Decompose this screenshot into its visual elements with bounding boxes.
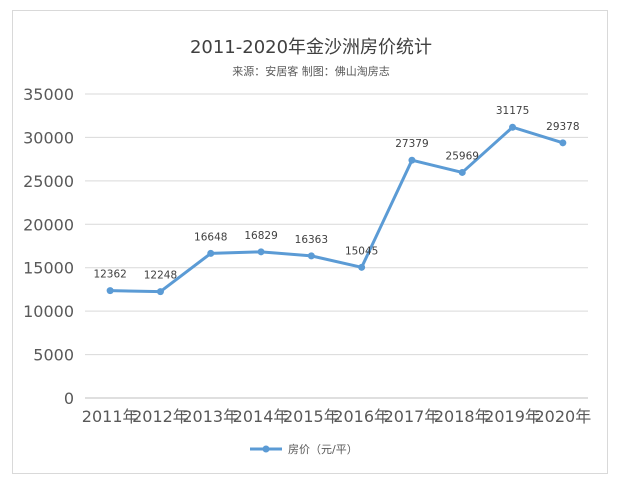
chart-subtitle: 来源：安居客 制图：佛山淘房志 [232,65,390,78]
data-label: 31175 [496,105,529,117]
x-tick-label: 2019年 [484,407,541,426]
data-point [156,288,164,296]
data-label: 25969 [446,150,479,162]
series-line [108,125,565,294]
data-point [358,263,366,271]
data-label: 27379 [395,138,428,150]
data-point [106,287,114,295]
data-point [408,156,416,164]
y-tick-label: 25000 [23,172,74,191]
chart-frame: 2011-2020年金沙洲房价统计 来源：安居客 制图：佛山淘房志 [12,10,608,474]
y-tick-label: 20000 [23,215,74,234]
x-tick-label: 2012年 [132,407,189,426]
data-point [509,123,517,131]
data-label: 12362 [93,269,126,281]
data-label: 12248 [144,270,177,282]
legend-label: 房价（元/平） [288,443,358,456]
y-tick-label: 10000 [23,302,74,321]
data-label: 16829 [244,230,277,242]
data-point [559,139,567,147]
data-point [458,168,466,176]
x-tick-label: 2011年 [82,407,139,426]
x-tick-label: 2020年 [534,407,591,426]
x-tick-label: 2017年 [384,407,441,426]
data-point [257,248,265,256]
y-tick-label: 35000 [23,85,74,104]
legend-marker [262,445,270,453]
data-point [207,249,215,257]
data-label: 16363 [295,234,328,246]
y-tick-label: 15000 [23,259,74,278]
x-tick-label: 2013年 [182,407,239,426]
x-tick-label: 2018年 [434,407,491,426]
data-point [307,252,315,260]
data-label: 29378 [546,121,579,133]
x-tick-label: 2014年 [233,407,290,426]
y-tick-label: 5000 [33,346,74,365]
chart-title: 2011-2020年金沙洲房价统计 [189,37,433,58]
x-tick-label: 2015年 [283,407,340,426]
data-label: 15045 [345,245,378,257]
x-tick-label: 2016年 [333,407,390,426]
y-tick-label: 0 [64,389,74,408]
data-label: 16648 [194,231,227,243]
y-tick-label: 30000 [23,128,74,147]
